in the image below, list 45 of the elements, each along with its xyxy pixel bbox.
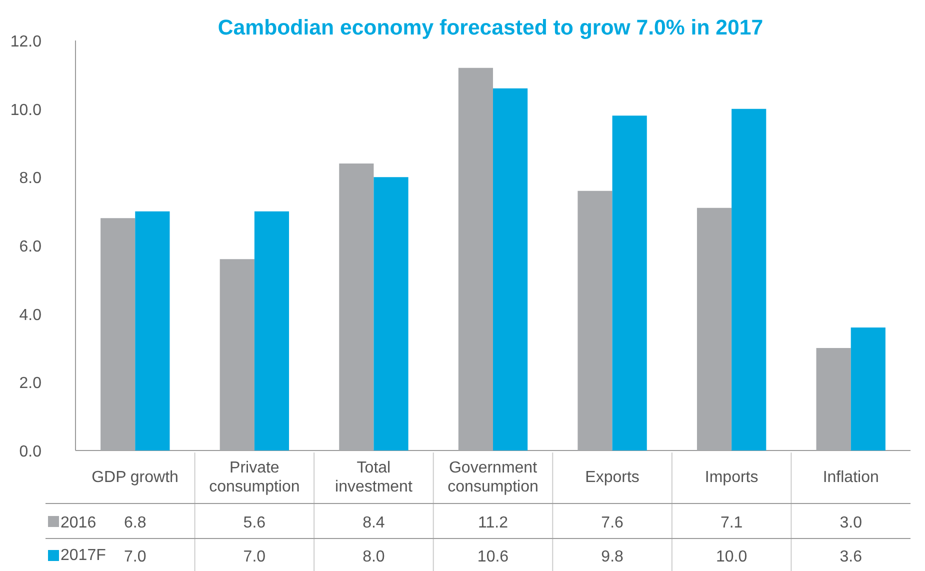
data-label: 8.4 — [362, 514, 385, 532]
legend-label: 2016 — [60, 514, 96, 532]
text: 10.0 — [10, 102, 42, 119]
bar — [696, 208, 732, 450]
bar — [458, 68, 493, 450]
data-label: 10.6 — [477, 548, 509, 566]
bar — [135, 211, 170, 450]
bar — [816, 348, 851, 450]
data-label: 7.0 — [124, 548, 146, 566]
bar — [732, 108, 766, 450]
chart-title: Cambodian economy forecasted to grow 7.0% in 2017 — [218, 16, 764, 40]
text: 6.0 — [19, 238, 42, 256]
data-label: 8.0 — [362, 548, 385, 566]
data-label: 7.0 — [243, 548, 266, 566]
bar — [612, 116, 647, 450]
text: 0.0 — [19, 444, 42, 460]
data-label: 10.0 — [716, 548, 748, 566]
x-tick-label: Private consumption — [209, 460, 300, 496]
bar — [220, 259, 254, 450]
data-label: 7.6 — [601, 514, 624, 532]
data-label: 11.2 — [478, 514, 508, 532]
x-tick-label: Exports — [585, 469, 640, 486]
data-label: 7.1 — [720, 514, 743, 532]
text: 8.0 — [19, 170, 42, 188]
bar — [100, 218, 136, 450]
text: 4.0 — [19, 306, 42, 324]
x-tick-label: GDP growth — [92, 469, 178, 486]
bar — [339, 164, 374, 450]
data-label: 9.8 — [601, 548, 624, 566]
x-tick-label: Imports — [704, 469, 758, 486]
text: 2.0 — [19, 375, 42, 392]
bar — [850, 328, 886, 450]
bar — [493, 88, 528, 450]
x-tick-label: Inflation — [822, 469, 879, 486]
data-label: 3.0 — [840, 514, 862, 532]
data-label: 3.6 — [840, 548, 862, 566]
bar — [254, 211, 290, 450]
x-tick-label: Total investment — [335, 460, 413, 496]
data-label: 6.8 — [124, 514, 146, 532]
bar — [374, 177, 408, 450]
bar — [578, 190, 612, 450]
legend-label: 2017F — [60, 547, 106, 564]
text: 12.0 — [10, 34, 42, 50]
data-label: 5.6 — [243, 514, 266, 532]
x-tick-label: Government consumption — [448, 460, 538, 496]
